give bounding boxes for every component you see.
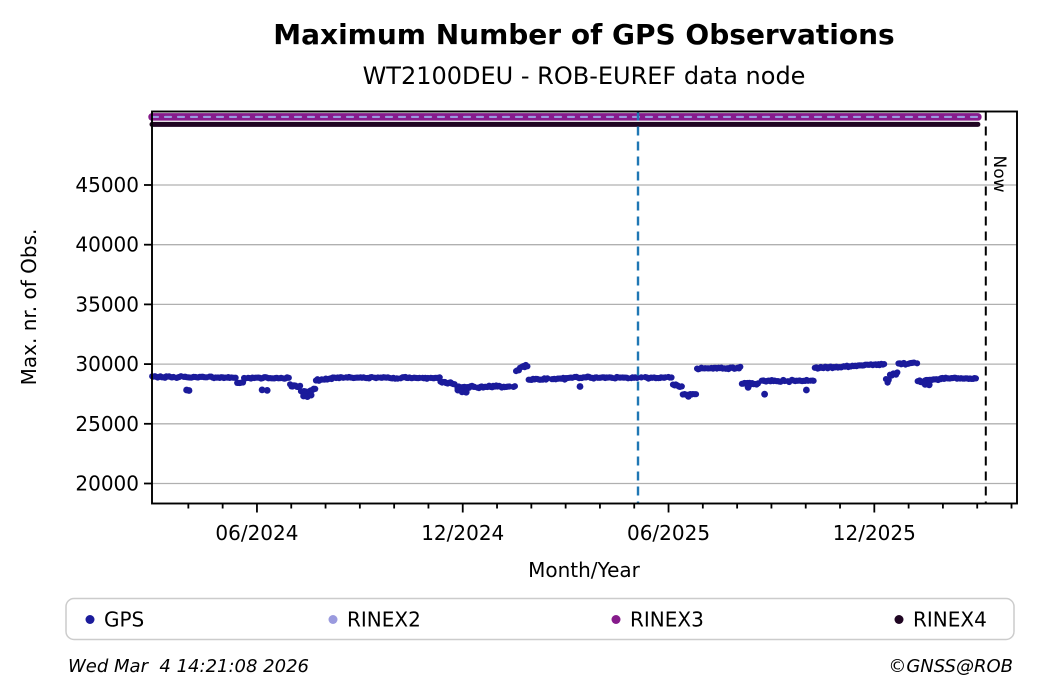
gps-outlier-point <box>185 387 193 394</box>
gps-point <box>232 374 239 381</box>
gps-point <box>524 363 531 370</box>
axes-border <box>151 110 1018 505</box>
legend-label-gps: GPS <box>104 608 144 632</box>
legend-box <box>65 597 1015 641</box>
x-axis-label: Month/Year <box>528 558 641 582</box>
data-layer <box>148 113 982 400</box>
legend-marker-rinex4 <box>894 615 904 624</box>
gps-point <box>885 376 892 383</box>
gps-point <box>810 377 817 384</box>
legend-label-rinex2: RINEX2 <box>347 608 421 632</box>
legend-marker-rinex2 <box>328 615 338 624</box>
y-axis-label: Max. nr. of Obs. <box>17 229 41 386</box>
chart-subtitle: WT2100DEU - ROB-EUREF data node <box>363 62 806 90</box>
gridlines <box>152 184 1017 485</box>
y-tick-label: 45000 <box>75 173 139 197</box>
gps-point <box>312 385 319 392</box>
y-tick-label: 20000 <box>75 472 139 496</box>
gps-point <box>668 374 675 381</box>
x-tick-label: 06/2025 <box>627 521 710 545</box>
gps-outlier-point <box>803 386 810 394</box>
legend: GPS RINEX2 RINEX3 RINEX4 <box>65 597 1015 641</box>
gps-point <box>737 363 744 370</box>
x-tick-label: 12/2025 <box>833 521 916 545</box>
plot-frame <box>151 110 1018 505</box>
y-tick-label: 30000 <box>75 352 139 376</box>
axis-ticks: 20000 25000 30000 35000 40000 45000 06/2024 12/… <box>75 173 1013 545</box>
gps-outlier-point <box>462 388 470 396</box>
x-tick-label: 12/2024 <box>421 521 504 545</box>
gps-point <box>678 383 685 390</box>
y-tick-label: 40000 <box>75 233 139 257</box>
gps-point <box>285 374 292 381</box>
gps-outlier-point <box>263 387 271 394</box>
gps-outlier-point <box>258 386 266 394</box>
copyright: ©GNSS@ROB <box>888 656 1013 677</box>
legend-marker-rinex3 <box>611 615 621 624</box>
gps-outlier-point <box>761 390 768 398</box>
gps-point <box>881 361 888 368</box>
gps-scatter <box>149 359 980 400</box>
legend-marker-gps <box>85 615 95 624</box>
y-tick-label: 25000 <box>75 412 139 436</box>
gps-point <box>914 360 921 367</box>
gps-outlier-point <box>576 383 584 390</box>
chart-title: Maximum Number of GPS Observations <box>273 18 894 51</box>
gps-outlier-point <box>685 392 692 400</box>
gps-outlier-point <box>925 381 933 389</box>
gps-point <box>894 369 901 376</box>
gps-outlier-point <box>307 391 315 399</box>
marker-lines: Now <box>636 111 1009 504</box>
gps-point <box>297 382 304 389</box>
legend-label-rinex3: RINEX3 <box>630 608 704 632</box>
gps-outlier-point <box>744 383 752 391</box>
y-tick-label: 35000 <box>75 292 139 316</box>
gps-point <box>511 383 518 390</box>
x-tick-label: 06/2024 <box>215 521 298 545</box>
gps-point <box>692 391 700 398</box>
now-label: Now <box>989 156 1009 193</box>
legend-label-rinex4: RINEX4 <box>913 608 987 632</box>
gps-point <box>972 375 980 382</box>
timestamp: Wed Mar 4 14:21:08 2026 <box>68 656 309 677</box>
